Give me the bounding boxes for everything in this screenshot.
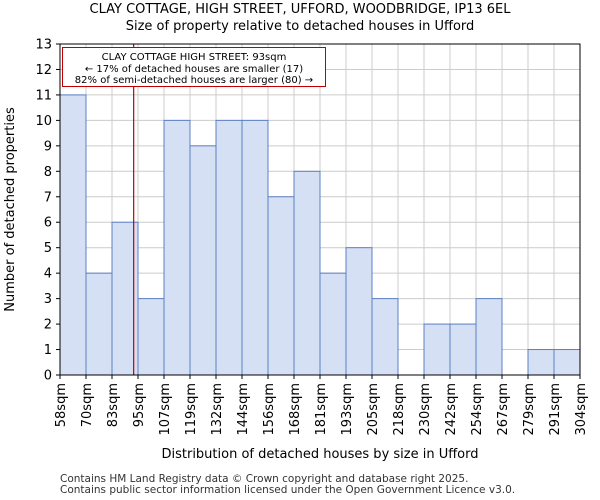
- bar-119sqm: [189, 145, 217, 376]
- annotation-line-3: 82% of semi-detached houses are larger (…: [74, 75, 314, 86]
- x-tick-label: 181sqm: [314, 383, 329, 436]
- bar-168sqm: [293, 170, 321, 376]
- x-tick-label: 279sqm: [522, 383, 537, 436]
- x-axis-label: Distribution of detached houses by size …: [161, 447, 478, 462]
- annotation-box: CLAY COTTAGE HIGH STREET: 93sqm ← 17% of…: [62, 47, 326, 87]
- plot-frame: [59, 43, 581, 376]
- y-tick-label: 5: [44, 241, 52, 256]
- y-tick-label: 12: [35, 63, 52, 78]
- x-tick-label: 58sqm: [54, 383, 69, 427]
- bar-181sqm: [319, 272, 347, 376]
- footer-line-1: Contains HM Land Registry data © Crown c…: [60, 473, 469, 485]
- y-tick-label: 10: [35, 114, 52, 129]
- y-tick-label: 7: [44, 190, 52, 205]
- bar-95sqm: [137, 298, 165, 376]
- bars: [59, 94, 581, 376]
- x-tick-label: 254sqm: [470, 383, 485, 436]
- y-tick-label: 4: [44, 267, 52, 282]
- x-tick-label: 304sqm: [574, 383, 589, 436]
- bar-205sqm: [371, 298, 399, 376]
- bar-279sqm: [527, 349, 555, 376]
- bar-144sqm: [241, 119, 269, 376]
- y-tick-label: 8: [44, 165, 52, 180]
- y-tick-label: 0: [44, 369, 52, 384]
- x-tick-label: 119sqm: [184, 383, 199, 436]
- x-tick-label: 242sqm: [444, 383, 459, 436]
- chart-title: CLAY COTTAGE, HIGH STREET, UFFORD, WOODB…: [89, 2, 511, 17]
- y-tick-label: 11: [35, 88, 52, 103]
- x-tick-label: 83sqm: [106, 383, 121, 427]
- x-tick-label: 218sqm: [392, 383, 407, 436]
- annotation-line-1: CLAY COTTAGE HIGH STREET: 93sqm: [101, 52, 287, 63]
- x-tick-label: 168sqm: [288, 383, 303, 436]
- bar-107sqm: [163, 119, 191, 376]
- y-tick-label: 9: [44, 139, 52, 154]
- y-tick-label: 13: [35, 38, 52, 53]
- x-axis-ticks: 58sqm 70sqm 83sqm 95sqm 107sqm 119sqm 132sqm 14…: [54, 375, 589, 436]
- x-tick-label: 193sqm: [340, 383, 355, 436]
- x-tick-label: 291sqm: [548, 383, 563, 436]
- x-tick-label: 144sqm: [236, 383, 251, 436]
- bar-291sqm: [553, 349, 581, 376]
- footer-line-2: Contains public sector information licen…: [60, 484, 516, 496]
- x-tick-label: 230sqm: [418, 383, 433, 436]
- x-tick-label: 70sqm: [80, 383, 95, 427]
- chart-subtitle: Size of property relative to detached ho…: [125, 19, 475, 34]
- x-tick-label: 205sqm: [366, 383, 381, 436]
- x-tick-label: 95sqm: [132, 383, 147, 427]
- y-tick-label: 2: [44, 318, 52, 333]
- y-tick-label: 6: [44, 216, 52, 231]
- y-tick-label: 1: [44, 343, 52, 358]
- bar-156sqm: [267, 196, 295, 376]
- bar-132sqm: [215, 119, 243, 376]
- y-axis-label: Number of detached properties: [3, 107, 18, 312]
- x-tick-label: 132sqm: [210, 383, 225, 436]
- bar-230sqm: [423, 323, 451, 376]
- annotation-line-2: ← 17% of detached houses are smaller (17…: [84, 63, 304, 75]
- bar-193sqm: [345, 247, 373, 376]
- bar-70sqm: [85, 272, 113, 376]
- x-tick-label: 267sqm: [496, 383, 511, 436]
- bar-58sqm: [59, 94, 87, 376]
- y-tick-label: 3: [44, 292, 52, 307]
- bar-242sqm: [449, 323, 477, 376]
- x-tick-label: 156sqm: [262, 383, 277, 436]
- x-tick-label: 107sqm: [158, 383, 173, 436]
- bar-254sqm: [475, 298, 503, 376]
